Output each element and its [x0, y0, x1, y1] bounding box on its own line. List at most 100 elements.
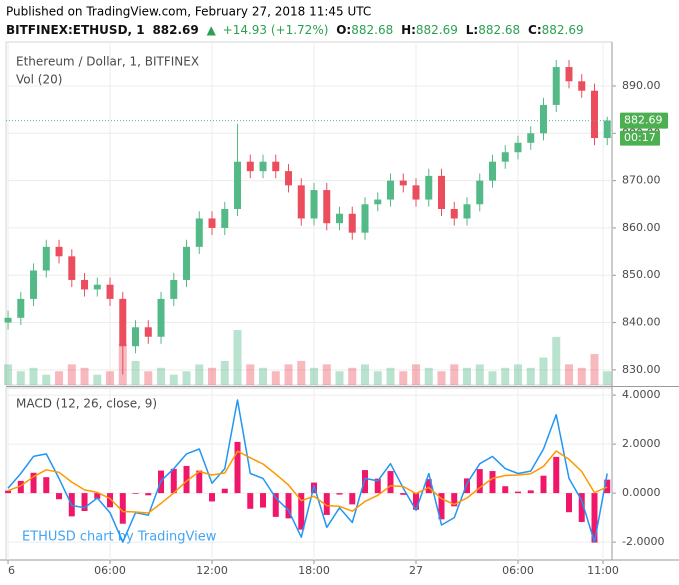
histogram-bar: [489, 471, 496, 494]
volume-bar: [475, 364, 484, 385]
volume-bar: [80, 367, 89, 385]
histogram-bar: [604, 479, 611, 494]
candle-body: [93, 284, 101, 290]
price-legend: Ethereum / Dollar, 1, BITFINEX: [16, 55, 199, 69]
candle-body: [17, 298, 25, 318]
volume-bar: [169, 374, 178, 385]
y-tick-label: 890.00: [622, 79, 661, 92]
candle-body: [425, 175, 433, 200]
histogram-bar: [234, 441, 241, 494]
x-tick-label: 6: [8, 564, 15, 577]
candle-body: [234, 161, 242, 210]
candle-body: [527, 133, 535, 143]
y-tick-label: -2.0000: [622, 535, 664, 548]
volume-legend: Vol (20): [16, 73, 62, 87]
volume-bar: [399, 371, 408, 385]
candle-body: [552, 67, 560, 105]
histogram-bar: [349, 493, 356, 505]
low-value: 882.68: [478, 23, 520, 37]
volume-bar: [106, 371, 115, 385]
histogram-bar: [221, 488, 228, 494]
candle-body: [119, 298, 127, 347]
volume-bar: [348, 367, 357, 385]
candle-body: [438, 175, 446, 210]
close-value: 882.69: [542, 23, 584, 37]
volume-bar: [220, 360, 229, 385]
histogram-bar: [425, 479, 432, 494]
candle-body: [297, 185, 305, 219]
y-tick-label: 860.00: [622, 221, 661, 234]
volume-bar: [233, 330, 242, 385]
volume-bar: [590, 354, 599, 385]
volume-bar: [577, 367, 586, 385]
volume-bar: [29, 367, 38, 385]
symbol-line: BITFINEX:ETHUSD, 1 882.69 ▲ +14.93 (+1.7…: [6, 23, 584, 37]
histogram-bar: [17, 480, 24, 494]
histogram-bar: [323, 493, 330, 515]
candle-body: [4, 317, 12, 323]
histogram-bar: [183, 465, 190, 494]
high-value: 882.69: [416, 23, 458, 37]
candle-body: [170, 279, 178, 299]
histogram-bar: [502, 486, 509, 494]
y-tick-label: 850.00: [622, 268, 661, 281]
volume-bar: [195, 364, 204, 385]
price-pane-border: [5, 41, 613, 386]
histogram-bar: [387, 471, 394, 494]
histogram-bar: [476, 469, 483, 494]
volume-bar: [361, 364, 370, 385]
volume-bar: [55, 371, 64, 385]
low-label: L:: [466, 23, 478, 37]
histogram-bar: [56, 493, 63, 500]
volume-bar: [144, 371, 153, 385]
macd-legend: MACD (12, 26, close, 9): [16, 397, 157, 411]
candle-body: [157, 298, 165, 337]
x-tick-label: 12:00: [196, 564, 228, 577]
histogram-bar: [119, 493, 126, 524]
volume-bar: [42, 374, 51, 385]
candle-body: [310, 190, 318, 219]
x-tick-label: 06:00: [502, 564, 534, 577]
volume-bar: [310, 367, 319, 385]
histogram-bar: [591, 493, 598, 543]
countdown: 00:17: [624, 131, 656, 144]
candle-body: [68, 256, 76, 280]
histogram-bar: [578, 493, 585, 523]
candle-body: [221, 209, 229, 228]
x-tick-label: 27: [409, 564, 423, 577]
histogram-bar: [336, 493, 343, 495]
candle-body: [195, 218, 203, 247]
volume-bar: [526, 367, 535, 385]
open-value: 882.68: [351, 23, 393, 37]
candle-body: [246, 161, 254, 172]
volume-bar: [335, 371, 344, 385]
histogram-bar: [5, 490, 12, 494]
volume-bar: [437, 371, 446, 385]
volume-bar: [412, 364, 421, 385]
y-tick-label: 830.00: [622, 363, 661, 376]
volume-bar: [488, 371, 497, 385]
candle-body: [374, 199, 382, 205]
histogram-bar: [438, 493, 445, 520]
candle-body: [55, 246, 63, 257]
high-label: H:: [401, 23, 416, 37]
change-arrow: ▲: [207, 23, 217, 37]
candle-body: [590, 90, 598, 139]
candle-body: [361, 204, 369, 233]
x-tick-label: 11:00: [587, 564, 619, 577]
histogram-bar: [81, 493, 88, 511]
candle-body: [539, 104, 547, 134]
histogram-bar: [285, 493, 292, 519]
candle-body: [450, 209, 458, 219]
histogram-bar: [272, 493, 279, 517]
histogram-bar: [260, 493, 267, 508]
volume-bar: [16, 371, 25, 385]
volume-bar: [157, 367, 166, 385]
volume-bar: [322, 364, 331, 385]
macd-line: [7, 450, 608, 514]
histogram-bar: [30, 472, 37, 494]
volume-bar: [450, 364, 459, 385]
histogram-bar: [196, 470, 203, 494]
candle-body: [336, 213, 344, 224]
candle-body: [488, 161, 496, 181]
